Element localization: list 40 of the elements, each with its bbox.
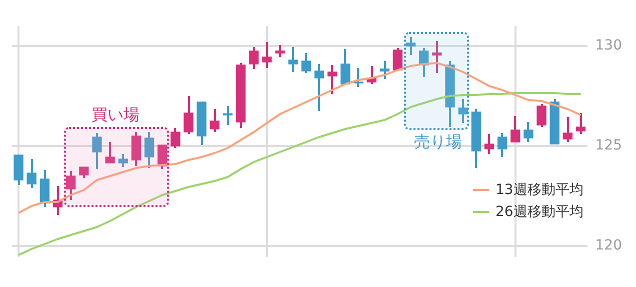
annotation: 買い場 bbox=[91, 105, 140, 124]
candlestick bbox=[92, 132, 102, 170]
candlestick bbox=[314, 63, 324, 112]
legend-label: 26週移動平均 bbox=[495, 203, 584, 221]
candlestick bbox=[524, 121, 534, 143]
y-tick-label: 130 bbox=[595, 38, 622, 54]
legend-label: 13週移動平均 bbox=[495, 181, 584, 199]
candlestick bbox=[458, 98, 468, 124]
annotation: 売り場 bbox=[414, 132, 462, 152]
candlestick bbox=[118, 153, 128, 168]
candlestick bbox=[576, 112, 586, 135]
candlestick bbox=[562, 116, 572, 143]
y-tick-label: 120 bbox=[595, 238, 622, 254]
candlestick bbox=[288, 46, 298, 73]
candlestick bbox=[210, 108, 220, 133]
candlestick bbox=[275, 44, 285, 58]
candlestick bbox=[536, 103, 546, 128]
candlestick bbox=[327, 64, 338, 95]
candlestick bbox=[497, 132, 508, 158]
candlestick bbox=[144, 131, 154, 169]
candlestick bbox=[340, 48, 350, 85]
candlestick bbox=[392, 47, 403, 71]
candlestick bbox=[222, 105, 233, 126]
y-tick-label: 125 bbox=[595, 138, 622, 154]
candlestick bbox=[432, 40, 442, 74]
candlestick bbox=[406, 36, 416, 56]
candlestick bbox=[184, 95, 194, 135]
candlestick bbox=[380, 60, 390, 80]
candlestick bbox=[66, 170, 76, 201]
candlestick bbox=[262, 41, 272, 69]
candlestick bbox=[249, 46, 259, 70]
candlestick bbox=[484, 133, 494, 155]
candlestick bbox=[158, 144, 168, 170]
candlestick bbox=[79, 166, 89, 179]
candlestick bbox=[170, 127, 180, 149]
candlestick bbox=[510, 115, 520, 143]
candlestick bbox=[354, 67, 364, 88]
candlestick bbox=[105, 141, 115, 164]
candlestick bbox=[26, 158, 36, 189]
candlestick bbox=[301, 52, 312, 74]
